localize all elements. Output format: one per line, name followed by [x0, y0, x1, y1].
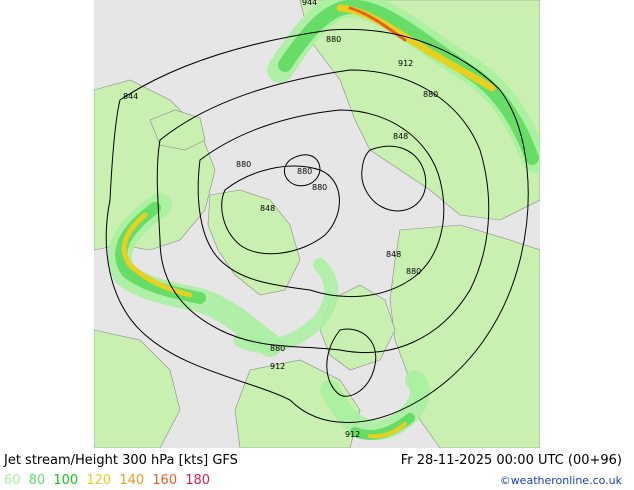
contour-label: 880	[423, 90, 438, 99]
contour-label: 944	[302, 0, 317, 7]
map-footer: Jet stream/Height 300 hPa [kts] GFS Fr 2…	[0, 448, 634, 490]
contour-label: 912	[270, 362, 285, 371]
legend-value: 80	[28, 473, 46, 488]
contour-label: 848	[386, 250, 401, 259]
map-datetime: Fr 28-11-2025 00:00 UTC (00+96)	[400, 453, 622, 468]
legend-value: 140	[119, 473, 145, 488]
legend-value: 180	[185, 473, 211, 488]
legend-value: 120	[86, 473, 112, 488]
legend-value: 60	[4, 473, 21, 488]
contour-label: 880	[312, 183, 327, 192]
contour-label: 880	[297, 167, 312, 176]
contour-label-group: 944 880 912 880 844 848 880 880 880 848 …	[123, 0, 438, 439]
contour-label: 848	[393, 132, 408, 141]
credit-link[interactable]: ©weatheronline.co.uk	[499, 474, 622, 487]
contour-label: 880	[326, 35, 341, 44]
contour-label: 880	[406, 267, 421, 276]
legend-value: 100	[53, 473, 79, 488]
contour-label: 844	[123, 92, 138, 101]
contour-label: 912	[345, 430, 360, 439]
land-masses	[94, 0, 540, 448]
contour-label: 880	[270, 344, 285, 353]
jet-stream-map: 944 880 912 880 844 848 880 880 880 848 …	[94, 0, 540, 448]
contour-label: 880	[236, 160, 251, 169]
legend-value: 160	[152, 473, 178, 488]
contour-label: 912	[398, 59, 413, 68]
height-contours	[105, 28, 529, 423]
jet-stream-bands	[108, 0, 540, 440]
map-title: Jet stream/Height 300 hPa [kts] GFS	[4, 453, 238, 468]
map-canvas: 944 880 912 880 844 848 880 880 880 848 …	[94, 0, 540, 448]
speed-legend: 60 80 100 120 140 160 180	[4, 473, 214, 488]
contour-label: 848	[260, 204, 275, 213]
